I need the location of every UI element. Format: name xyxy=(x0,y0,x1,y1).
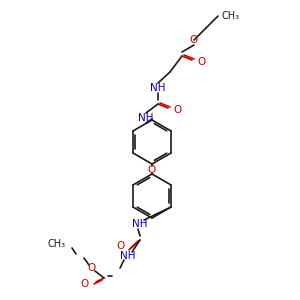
Text: NH: NH xyxy=(132,219,148,229)
Text: O: O xyxy=(190,35,198,45)
Text: CH₃: CH₃ xyxy=(48,239,66,249)
Text: O: O xyxy=(197,57,205,67)
Text: O: O xyxy=(117,241,125,251)
Text: CH₃: CH₃ xyxy=(221,11,239,21)
Text: O: O xyxy=(81,279,89,289)
Text: O: O xyxy=(88,263,96,273)
Text: NH: NH xyxy=(120,251,136,261)
Text: O: O xyxy=(148,165,156,175)
Text: NH: NH xyxy=(138,113,154,123)
Text: NH: NH xyxy=(150,83,166,93)
Text: O: O xyxy=(173,105,181,115)
